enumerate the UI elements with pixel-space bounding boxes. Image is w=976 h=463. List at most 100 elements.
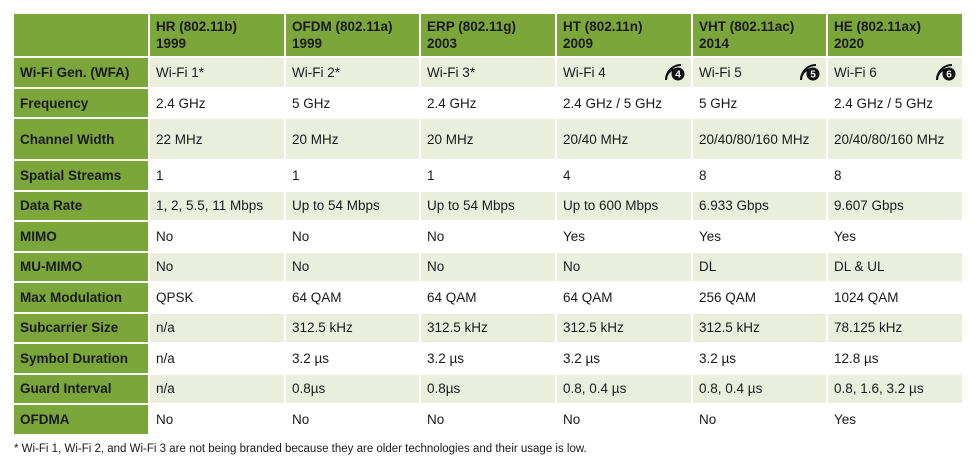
table-row: OFDMA No No No No No Yes [14, 405, 964, 436]
table-cell: 256 QAM [693, 283, 828, 314]
table-cell: No [421, 405, 557, 436]
table-cell: 312.5 kHz [421, 313, 557, 344]
table-cell: Up to 54 Mbps [421, 191, 557, 222]
table-cell: 20/40/80/160 MHz [693, 119, 828, 161]
header-year: 2009 [563, 36, 594, 51]
header-year: 2020 [834, 36, 865, 51]
table-cell: 5 GHz [693, 89, 828, 119]
header-standard: VHT (802.11ac) [699, 19, 795, 34]
table-cell: 20 MHz [286, 119, 421, 161]
wifi-6-logo-icon: 6 [936, 63, 956, 82]
wifi-comparison-table: HR (802.11b) 1999 OFDM (802.11a) 1999 ERP … [14, 14, 964, 436]
cell-content: Wi-Fi 4 4 [563, 63, 685, 82]
table-cell: 22 MHz [150, 119, 286, 161]
table-row: Symbol Duration n/a 3.2 µs 3.2 µs 3.2 µs… [14, 344, 964, 375]
table-cell: Wi-Fi 5 5 [693, 58, 828, 89]
row-label: Symbol Duration [14, 344, 150, 375]
wifi-5-logo-icon: 5 [800, 63, 820, 82]
table-cell: Yes [828, 222, 964, 253]
table-cell: Yes [828, 405, 964, 436]
table-cell: Wi-Fi 1* [150, 58, 286, 89]
row-label: Max Modulation [14, 283, 150, 314]
table-cell: Up to 600 Mbps [557, 191, 693, 222]
header-standard: ERP (802.11g) [427, 19, 517, 34]
table-cell: 20 MHz [421, 119, 557, 161]
table-cell: 3.2 µs [557, 344, 693, 375]
header-year: 1999 [292, 36, 323, 51]
table-row: Max Modulation QPSK 64 QAM 64 QAM 64 QAM… [14, 283, 964, 314]
table-cell: Wi-Fi 3* [421, 58, 557, 89]
cell-text: Wi-Fi 5 [699, 65, 742, 80]
table-cell: QPSK [150, 283, 286, 314]
table-cell: No [286, 222, 421, 253]
header-standard: HR (802.11b) [156, 19, 238, 34]
cell-text: Wi-Fi 6 [834, 65, 877, 80]
header-hr: HR (802.11b) 1999 [150, 14, 286, 58]
table-cell: 1, 2, 5.5, 11 Mbps [150, 191, 286, 222]
row-label: MIMO [14, 222, 150, 253]
table-cell: Wi-Fi 6 6 [828, 58, 964, 89]
table-cell: 64 QAM [557, 283, 693, 314]
header-year: 2003 [427, 36, 458, 51]
table-cell: No [150, 222, 286, 253]
table-row: MIMO No No No Yes Yes Yes [14, 222, 964, 253]
table-cell: 312.5 kHz [557, 313, 693, 344]
table-cell: 1 [286, 161, 421, 192]
table-cell: n/a [150, 374, 286, 405]
table-cell: No [557, 405, 693, 436]
table-cell: 312.5 kHz [286, 313, 421, 344]
header-corner [14, 14, 150, 58]
badge-digit: 4 [675, 69, 681, 80]
row-label: Spatial Streams [14, 161, 150, 192]
table-cell: 2.4 GHz [150, 89, 286, 119]
table-row: Wi-Fi Gen. (WFA) Wi-Fi 1* Wi-Fi 2* Wi-Fi… [14, 58, 964, 89]
table-cell: 3.2 µs [421, 344, 557, 375]
row-label: OFDMA [14, 405, 150, 436]
header-year: 1999 [156, 36, 187, 51]
table-cell: Wi-Fi 2* [286, 58, 421, 89]
header-standard: OFDM (802.11a) [292, 19, 393, 34]
table-row: Frequency 2.4 GHz 5 GHz 2.4 GHz 2.4 GHz … [14, 89, 964, 119]
row-label: MU-MIMO [14, 252, 150, 283]
table-cell: Yes [557, 222, 693, 253]
table-cell: 0.8, 0.4 µs [693, 374, 828, 405]
badge-digit: 6 [946, 69, 952, 80]
table-cell: 3.2 µs [693, 344, 828, 375]
table-cell: No [421, 252, 557, 283]
header-standard: HE (802.11ax) [834, 19, 922, 34]
table-cell: No [150, 252, 286, 283]
header-erp: ERP (802.11g) 2003 [421, 14, 557, 58]
table-cell: 312.5 kHz [693, 313, 828, 344]
table-cell: 8 [693, 161, 828, 192]
cell-text: Wi-Fi 4 [563, 65, 606, 80]
row-label: Data Rate [14, 191, 150, 222]
table-cell: No [693, 405, 828, 436]
row-label: Guard Interval [14, 374, 150, 405]
table-cell: 9.607 Gbps [828, 191, 964, 222]
table-cell: 0.8, 1.6, 3.2 µs [828, 374, 964, 405]
table-row: Subcarrier Size n/a 312.5 kHz 312.5 kHz … [14, 313, 964, 344]
table-cell: n/a [150, 344, 286, 375]
header-ofdm: OFDM (802.11a) 1999 [286, 14, 421, 58]
table-cell: Wi-Fi 4 4 [557, 58, 693, 89]
row-label: Channel Width [14, 119, 150, 161]
cell-content: Wi-Fi 5 5 [699, 63, 820, 82]
table-cell: 5 GHz [286, 89, 421, 119]
table-cell: No [286, 405, 421, 436]
header-vht: VHT (802.11ac) 2014 [693, 14, 828, 58]
row-label: Frequency [14, 89, 150, 119]
table-cell: 78.125 kHz [828, 313, 964, 344]
header-year: 2014 [699, 36, 730, 51]
table-cell: No [421, 222, 557, 253]
table-cell: 4 [557, 161, 693, 192]
table-row: Spatial Streams 1 1 1 4 8 8 [14, 161, 964, 192]
table-cell: 0.8, 0.4 µs [557, 374, 693, 405]
wifi-4-logo-icon: 4 [665, 63, 685, 82]
table-cell: 20/40/80/160 MHz [828, 119, 964, 161]
table-cell: DL [693, 252, 828, 283]
table-cell: 6.933 Gbps [693, 191, 828, 222]
row-label: Wi-Fi Gen. (WFA) [14, 58, 150, 89]
cell-content: Wi-Fi 6 6 [834, 63, 956, 82]
table-cell: 3.2 µs [286, 344, 421, 375]
